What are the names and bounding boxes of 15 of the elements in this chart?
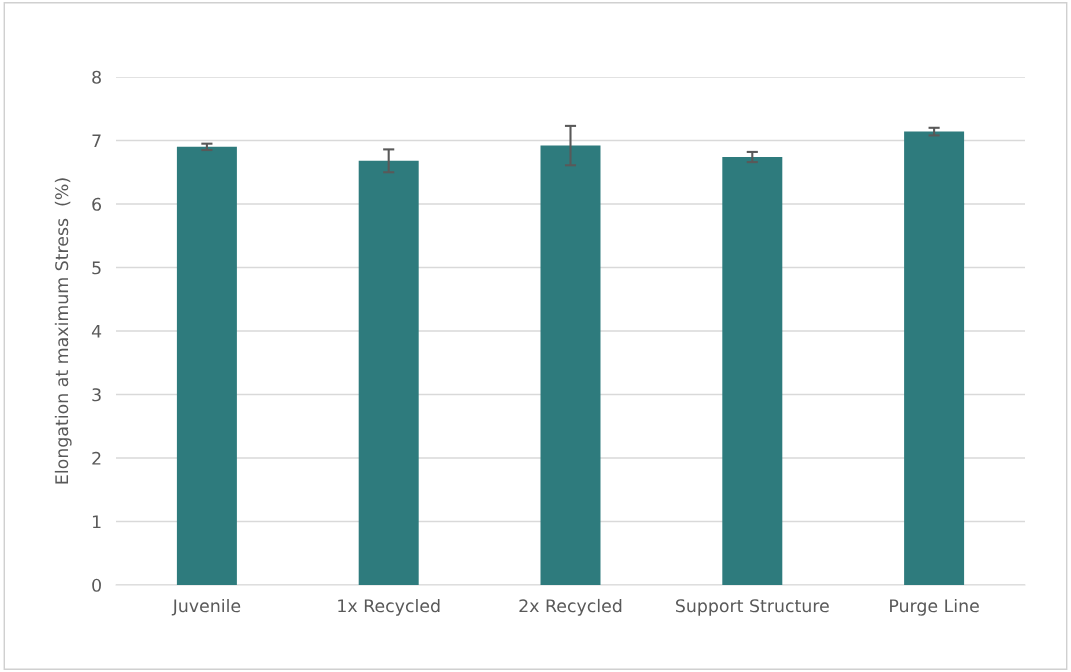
x-tick-label: Juvenile xyxy=(171,598,241,616)
y-tick-label: 1 xyxy=(92,515,101,529)
y-tick-label: 7 xyxy=(92,134,101,148)
y-tick-label: 5 xyxy=(92,261,101,275)
y-tick-label: 2 xyxy=(92,451,101,465)
x-tick-label: Purge Line xyxy=(890,598,979,616)
x-tick-label: 1x Recycled xyxy=(338,598,440,616)
y-tick-label: 4 xyxy=(91,324,102,338)
x-tick-label: 2x Recycled xyxy=(519,598,622,616)
y-axis-title: Elongation at maximum Stress (%) xyxy=(54,178,72,484)
y-tick-label: 8 xyxy=(92,70,101,84)
y-tick-label: 3 xyxy=(92,388,101,402)
y-tick-label: 0 xyxy=(92,578,101,592)
y-tick-label: 6 xyxy=(92,197,102,211)
x-tick-label: Support Structure xyxy=(675,599,829,616)
